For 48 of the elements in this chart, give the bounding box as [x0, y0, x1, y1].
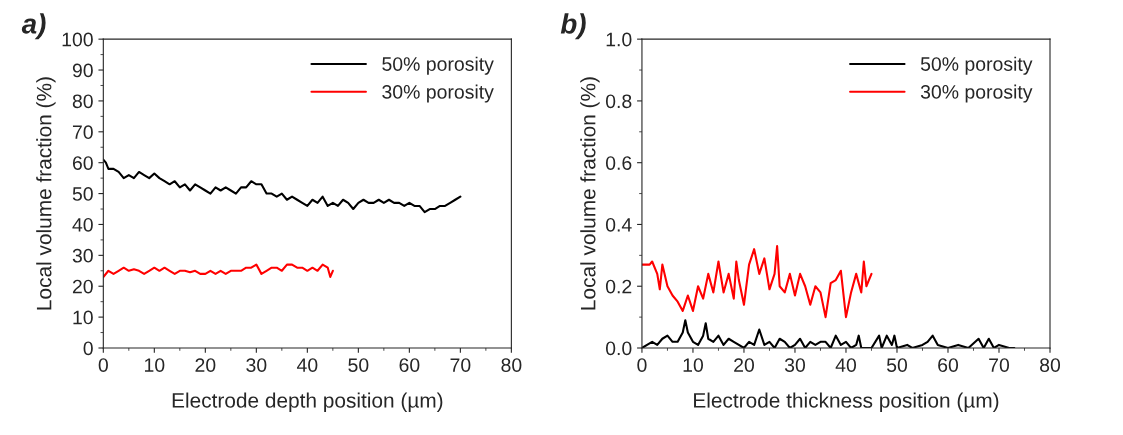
legend-label: 50% porosity — [920, 56, 1033, 75]
x-tick-label: 0 — [98, 358, 108, 372]
y-tick-label: 40 — [72, 217, 93, 232]
y-tick-label: 0 — [83, 341, 93, 356]
y-tick-label: 30 — [72, 248, 93, 263]
line-series — [641, 245, 873, 319]
x-axis-title: Electrode thickness position (µm) — [694, 392, 999, 412]
x-tick-label: 10 — [144, 358, 165, 372]
x-tick-label: 30 — [784, 358, 806, 372]
x-tick-label: 60 — [399, 358, 420, 372]
x-tick-label: 80 — [501, 358, 522, 372]
y-tick-label: 90 — [72, 63, 93, 78]
y-tick-label: 0.6 — [605, 156, 632, 170]
x-tick-label: 70 — [989, 358, 1010, 372]
chart-title: b) — [560, 13, 586, 40]
line-series — [103, 158, 462, 214]
x-tick-label: 20 — [195, 358, 216, 372]
x-tick-label: 70 — [450, 358, 471, 372]
y-tick-label: 80 — [72, 94, 93, 109]
line-series — [103, 263, 334, 278]
chart-title: a) — [21, 13, 46, 40]
legend-label: 50% porosity — [382, 56, 494, 75]
x-tick-label: 50 — [886, 358, 908, 372]
x-tick-label: 40 — [835, 358, 857, 372]
x-tick-label: 60 — [938, 358, 959, 372]
x-tick-label: 10 — [683, 358, 704, 372]
x-tick-label: 20 — [734, 358, 755, 372]
y-tick-label: 10 — [73, 310, 93, 325]
y-tick-label: 70 — [72, 125, 93, 140]
y-tick-label: 0.2 — [605, 279, 632, 294]
legend-label: 30% porosity — [382, 84, 494, 103]
x-tick-label: 30 — [246, 358, 267, 372]
x-tick-label: 0 — [637, 358, 647, 372]
y-tick-label: 0.0 — [605, 341, 632, 356]
y-tick-label: 20 — [72, 279, 93, 294]
x-tick-label: 40 — [296, 358, 318, 372]
y-tick-label: 1.0 — [606, 32, 632, 47]
legend-label: 30% porosity — [920, 84, 1033, 103]
y-axis-title: Local volume fraction (%) — [36, 77, 56, 310]
y-tick-label: 100 — [62, 32, 93, 47]
y-tick-label: 0.4 — [605, 217, 632, 232]
y-tick-label: 0.8 — [605, 94, 632, 109]
y-tick-label: 50 — [72, 187, 93, 201]
x-tick-label: 50 — [348, 358, 369, 372]
y-tick-label: 60 — [72, 156, 93, 170]
y-axis-title: Local volume fraction (%) — [580, 77, 600, 310]
x-axis-title: Electrode depth position (µm) — [172, 392, 443, 412]
x-tick-label: 80 — [1040, 358, 1061, 372]
